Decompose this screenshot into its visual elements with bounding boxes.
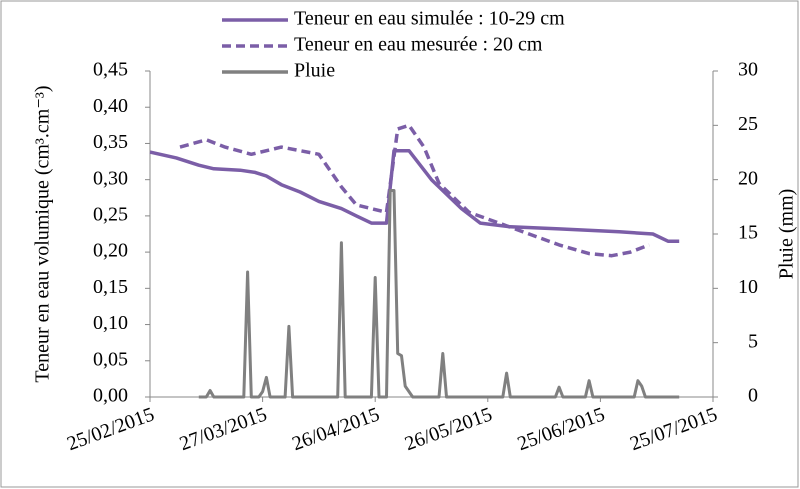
y2-tick-label: 10 bbox=[738, 276, 758, 298]
y-tick-label: 0,25 bbox=[93, 203, 128, 225]
legend-label: Teneur en eau mesurée : 20 cm bbox=[294, 34, 543, 56]
y2-tick-label: 25 bbox=[738, 113, 758, 135]
y2-tick-label: 5 bbox=[748, 330, 758, 352]
series-line bbox=[179, 123, 650, 258]
legend-label: Pluie bbox=[294, 60, 335, 82]
y-tick-label: 0,45 bbox=[93, 59, 128, 81]
series-line bbox=[198, 189, 680, 399]
series-line bbox=[149, 148, 680, 243]
y2-tick-label: 30 bbox=[738, 59, 758, 81]
y2-tick-label: 15 bbox=[738, 222, 758, 244]
y-tick-label: 0,40 bbox=[93, 95, 128, 117]
y2-tick-label: 0 bbox=[748, 385, 758, 407]
y-tick-label: 0,05 bbox=[93, 348, 128, 370]
y-tick-label: 0,35 bbox=[93, 131, 128, 153]
y-axis-label: Teneur en eau volumique (cm³.cm⁻³) bbox=[32, 85, 54, 382]
y-tick-label: 0,30 bbox=[93, 167, 128, 189]
legend-label: Teneur en eau simulée : 10-29 cm bbox=[294, 8, 565, 30]
y-tick-label: 0,20 bbox=[93, 240, 128, 262]
y-tick-label: 0,00 bbox=[93, 385, 128, 407]
y-tick-label: 0,15 bbox=[93, 276, 128, 298]
y-tick-label: 0,10 bbox=[93, 312, 128, 334]
y2-tick-label: 20 bbox=[738, 167, 758, 189]
y2-axis-label: Pluie (mm) bbox=[776, 189, 798, 280]
